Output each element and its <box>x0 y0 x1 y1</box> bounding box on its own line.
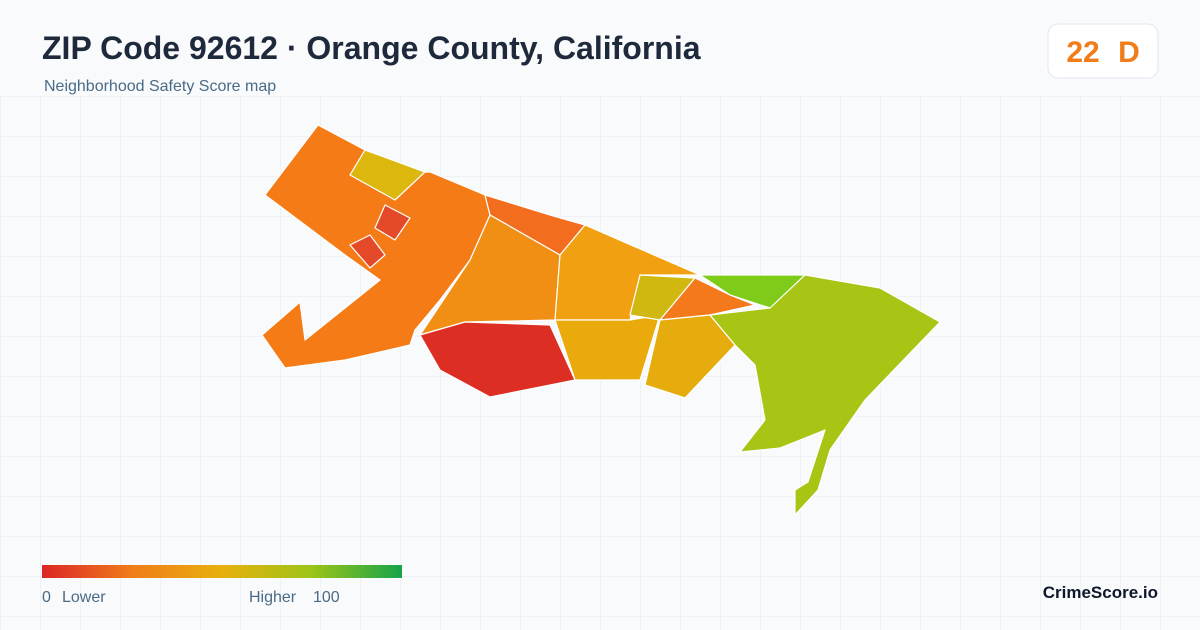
area <box>349 149 426 201</box>
score-badge <box>1047 23 1159 79</box>
subtitle: Neighborhood Safety Score map <box>44 78 276 95</box>
grade: D <box>1118 36 1140 69</box>
score: 22 <box>1066 36 1099 69</box>
legend-scale <box>42 565 402 578</box>
brand: CrimeScore.io <box>1043 583 1158 602</box>
area <box>374 204 411 241</box>
area <box>349 234 386 269</box>
zip-map <box>261 124 941 516</box>
title: ZIP Code 92612 · Orange County, Californ… <box>42 30 701 66</box>
legend-max-label: Higher <box>249 589 297 606</box>
area <box>644 314 736 399</box>
area <box>554 314 661 381</box>
area <box>709 274 941 516</box>
legend-max: 100 <box>313 589 340 606</box>
legend-min: 0 <box>42 589 51 606</box>
legend-min-label: Lower <box>62 589 106 606</box>
area <box>659 277 756 321</box>
